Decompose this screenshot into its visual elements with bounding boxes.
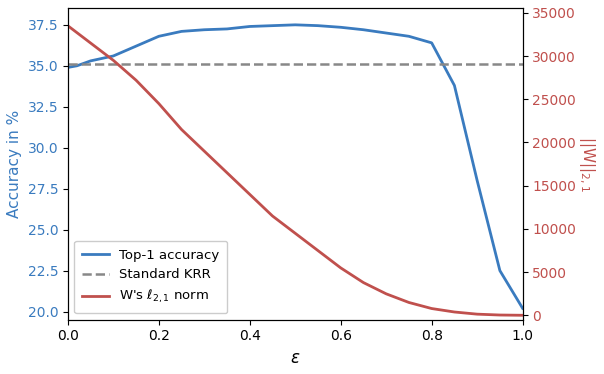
- Top-1 accuracy: [155, 34, 162, 39]
- W's $\ell_{2,1}$ norm: [292, 231, 299, 236]
- Top-1 accuracy: [87, 59, 94, 63]
- W's $\ell_{2,1}$ norm: [314, 248, 321, 253]
- Top-1 accuracy: [314, 24, 321, 28]
- W's $\ell_{2,1}$ norm: [451, 310, 458, 314]
- W's $\ell_{2,1}$ norm: [474, 312, 481, 316]
- Top-1 accuracy: [178, 29, 185, 34]
- Top-1 accuracy: [451, 83, 458, 88]
- Top-1 accuracy: [292, 22, 299, 27]
- Top-1 accuracy: [474, 178, 481, 183]
- Top-1 accuracy: [223, 27, 231, 31]
- W's $\ell_{2,1}$ norm: [178, 127, 185, 132]
- Top-1 accuracy: [73, 64, 80, 68]
- W's $\ell_{2,1}$ norm: [519, 313, 526, 318]
- Top-1 accuracy: [337, 25, 344, 30]
- Line: Top-1 accuracy: Top-1 accuracy: [68, 25, 522, 308]
- W's $\ell_{2,1}$ norm: [155, 101, 162, 106]
- W's $\ell_{2,1}$ norm: [110, 58, 117, 62]
- Top-1 accuracy: [405, 34, 413, 39]
- Y-axis label: ||W||$_{2,1}$: ||W||$_{2,1}$: [577, 136, 597, 192]
- Top-1 accuracy: [64, 65, 71, 70]
- Top-1 accuracy: [269, 24, 276, 28]
- W's $\ell_{2,1}$ norm: [337, 266, 344, 270]
- Top-1 accuracy: [519, 306, 526, 310]
- Top-1 accuracy: [382, 31, 390, 35]
- W's $\ell_{2,1}$ norm: [223, 171, 231, 175]
- X-axis label: $\varepsilon$: $\varepsilon$: [290, 349, 300, 367]
- W's $\ell_{2,1}$ norm: [405, 300, 413, 305]
- W's $\ell_{2,1}$ norm: [64, 24, 71, 28]
- Line: W's $\ell_{2,1}$ norm: W's $\ell_{2,1}$ norm: [68, 26, 522, 315]
- Legend: Top-1 accuracy, Standard KRR, W's $\ell_{2,1}$ norm: Top-1 accuracy, Standard KRR, W's $\ell_…: [74, 241, 228, 313]
- W's $\ell_{2,1}$ norm: [246, 192, 254, 197]
- Top-1 accuracy: [132, 44, 140, 48]
- Top-1 accuracy: [246, 24, 254, 29]
- W's $\ell_{2,1}$ norm: [269, 214, 276, 218]
- W's $\ell_{2,1}$ norm: [382, 292, 390, 296]
- Y-axis label: Accuracy in %: Accuracy in %: [7, 110, 22, 218]
- W's $\ell_{2,1}$ norm: [201, 149, 208, 153]
- W's $\ell_{2,1}$ norm: [360, 280, 367, 285]
- W's $\ell_{2,1}$ norm: [428, 306, 435, 311]
- Top-1 accuracy: [110, 54, 117, 58]
- Top-1 accuracy: [201, 28, 208, 32]
- W's $\ell_{2,1}$ norm: [132, 78, 140, 83]
- W's $\ell_{2,1}$ norm: [496, 313, 504, 317]
- Top-1 accuracy: [496, 269, 504, 273]
- Top-1 accuracy: [428, 41, 435, 45]
- Top-1 accuracy: [360, 28, 367, 32]
- W's $\ell_{2,1}$ norm: [87, 41, 94, 45]
